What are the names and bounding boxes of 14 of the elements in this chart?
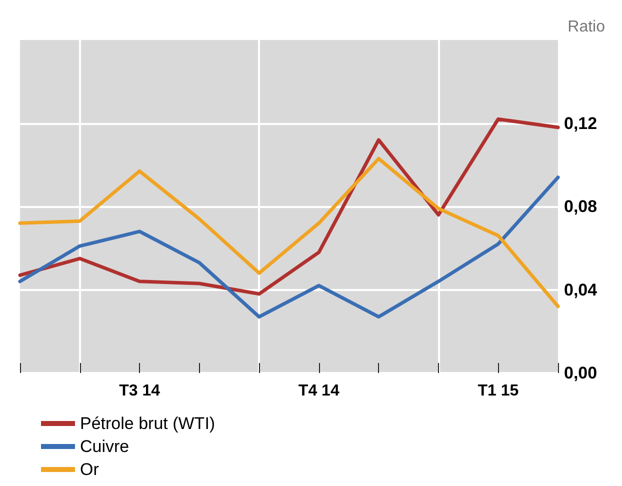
x-tick-label: T1 15 (478, 382, 519, 400)
y-axis-title: Ratio (568, 18, 606, 36)
line-series (18, 176, 560, 319)
y-tick-label: 0,04 (564, 280, 598, 300)
y-tick-label: 0,00 (564, 364, 598, 382)
y-tick-label: 0,08 (564, 197, 598, 216)
x-tick-label: T3 14 (119, 382, 160, 400)
legend-label: Cuivre (80, 437, 130, 456)
y-tick-label: 0,12 (564, 114, 598, 133)
x-tick-label: T4 14 (298, 382, 340, 400)
legend-label: Pétrole brut (WTI) (80, 414, 216, 433)
line-series (18, 156, 560, 308)
line-series (18, 117, 560, 296)
legend-label: Or (80, 460, 100, 479)
